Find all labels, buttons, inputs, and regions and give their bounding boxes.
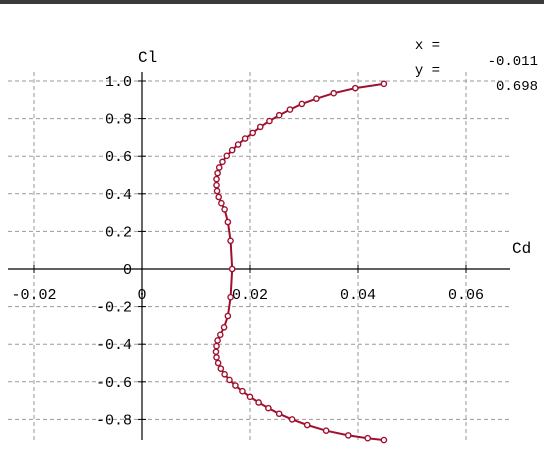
data-point — [220, 323, 228, 331]
data-point — [239, 387, 246, 395]
data-point — [227, 237, 234, 245]
y-tick-label: -0.6 — [96, 375, 132, 392]
series-line — [214, 82, 385, 442]
x-tick-label: 0.06 — [448, 287, 484, 304]
data-point — [380, 80, 388, 88]
data-point — [241, 135, 249, 142]
data-point — [224, 218, 232, 226]
data-point — [228, 265, 236, 273]
y-tick-label: 0.2 — [105, 224, 132, 241]
cursor-y-label: y = — [414, 63, 441, 79]
data-point — [246, 393, 254, 401]
cursor-x-value: -0.011 — [487, 54, 538, 70]
data-point — [215, 164, 223, 171]
polar-series — [212, 80, 388, 444]
tick-labels: -0.02 0 0.02 0.04 0.06 1.0 0.8 0.6 0.4 0.2 0 -0.2 -0… — [11, 74, 484, 429]
x-tick-label: 0.02 — [232, 287, 268, 304]
data-point — [221, 206, 228, 213]
cursor-x-readout: x = -0.011 — [398, 22, 538, 70]
data-point — [234, 141, 242, 148]
data-point — [226, 376, 233, 384]
data-point — [214, 169, 221, 177]
data-point — [275, 410, 283, 418]
y-tick-label: -0.8 — [96, 412, 132, 429]
data-point — [298, 100, 306, 108]
data-point — [275, 111, 283, 119]
y-tick-label: 0.4 — [105, 187, 132, 204]
grid-lines — [8, 72, 510, 440]
data-point — [288, 416, 296, 423]
axes — [8, 72, 510, 440]
data-point — [213, 175, 220, 183]
data-point — [344, 432, 352, 439]
data-point — [249, 129, 256, 137]
data-point — [216, 331, 224, 339]
top-border — [0, 0, 544, 4]
data-point — [303, 421, 311, 429]
data-point — [227, 293, 234, 301]
data-point — [221, 370, 228, 378]
data-point — [213, 354, 220, 361]
data-point — [213, 342, 220, 350]
data-point — [218, 199, 225, 207]
cursor-y-readout: y = 0.698 — [398, 47, 538, 95]
data-point — [212, 348, 220, 356]
data-point — [213, 187, 221, 195]
data-point — [255, 399, 262, 406]
data-point — [256, 123, 264, 131]
data-point — [380, 436, 388, 444]
y-tick-label: 0 — [123, 262, 132, 279]
data-point — [286, 106, 294, 113]
x-tick-label: -0.02 — [11, 287, 56, 304]
data-point — [322, 427, 330, 434]
data-point — [219, 158, 226, 166]
data-point — [313, 95, 320, 102]
data-point — [265, 404, 272, 412]
x-tick-label: 0.04 — [340, 287, 376, 304]
data-point — [330, 89, 338, 97]
data-point — [364, 434, 372, 442]
data-point — [213, 181, 220, 189]
data-point — [228, 146, 236, 154]
data-point — [214, 359, 222, 367]
data-point — [214, 337, 221, 344]
data-point — [224, 312, 232, 320]
x-axis-label: Cd — [512, 240, 531, 258]
cursor-y-value: 0.698 — [495, 79, 538, 95]
data-point — [215, 193, 222, 201]
y-tick-label: 0.8 — [105, 112, 132, 129]
y-tick-label: -0.4 — [96, 337, 132, 354]
data-point — [232, 382, 239, 389]
data-point — [351, 84, 359, 92]
data-point — [266, 117, 273, 125]
x-tick-label: 0 — [137, 287, 146, 304]
y-tick-label: 1.0 — [105, 74, 132, 91]
data-point — [223, 152, 231, 160]
y-axis-label: Cl — [138, 49, 157, 67]
y-tick-label: -0.2 — [96, 300, 132, 317]
data-point — [217, 365, 225, 372]
cursor-x-label: x = — [414, 38, 441, 54]
y-tick-label: 0.6 — [105, 149, 132, 166]
